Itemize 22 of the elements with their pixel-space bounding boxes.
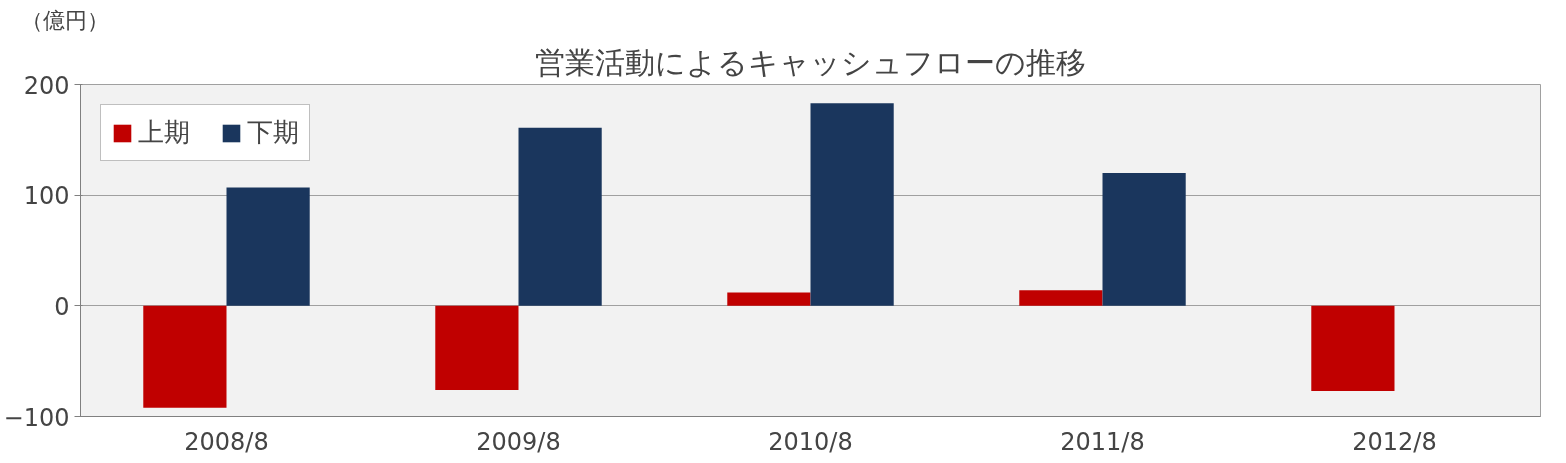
y-tick-label: −100 bbox=[3, 403, 70, 432]
bar bbox=[1311, 305, 1395, 392]
bar bbox=[435, 305, 519, 390]
x-tick-label: 2010/8 bbox=[768, 427, 853, 456]
chart-title: 営業活動によるキャッシュフローの推移 bbox=[535, 44, 1086, 80]
y-tick-label: 200 bbox=[23, 71, 70, 100]
bar bbox=[143, 305, 227, 408]
y-axis-title: （億円） bbox=[20, 7, 109, 33]
bar bbox=[727, 292, 811, 306]
bar bbox=[518, 127, 602, 306]
y-tick-label: 100 bbox=[23, 182, 70, 211]
legend-label: 下期 bbox=[247, 116, 299, 149]
x-tick-label: 2008/8 bbox=[184, 427, 269, 456]
legend-label: 上期 bbox=[138, 116, 190, 149]
x-tick-label: 2011/8 bbox=[1060, 427, 1145, 456]
bar bbox=[1102, 173, 1186, 306]
bar bbox=[226, 187, 310, 306]
x-tick-label: 2009/8 bbox=[476, 427, 561, 456]
bar bbox=[810, 103, 894, 306]
bar bbox=[1019, 290, 1103, 306]
y-tick-label: 0 bbox=[54, 292, 70, 321]
x-tick-label: 2012/8 bbox=[1352, 427, 1437, 456]
